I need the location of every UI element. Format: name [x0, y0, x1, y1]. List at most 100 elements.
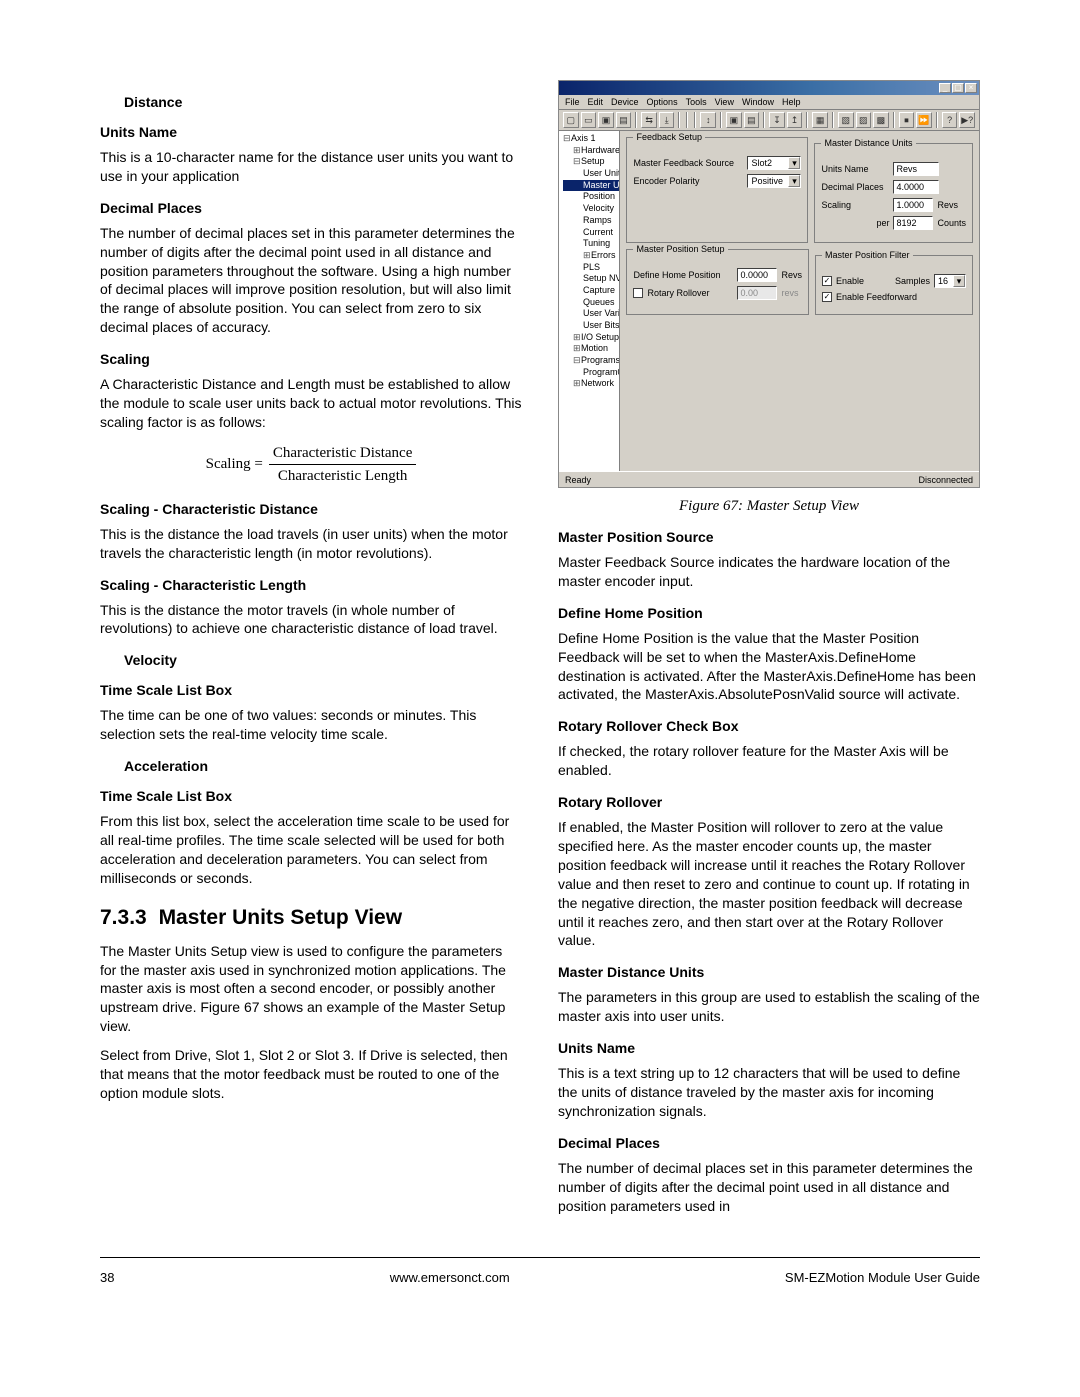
toolbar-button-28[interactable]: ▶? — [959, 112, 975, 128]
tree-item-i-o-setup[interactable]: ⊞I/O Setup — [563, 332, 615, 344]
tree-expand-icon[interactable]: ⊞ — [573, 378, 581, 390]
tree-expand-icon[interactable]: ⊞ — [573, 145, 581, 157]
mdu-scaling-bot-input[interactable]: 8192 — [893, 216, 933, 230]
chevron-down-icon[interactable]: ▾ — [953, 275, 965, 287]
toolbar-button-1[interactable]: ▭ — [581, 112, 597, 128]
mdu-dp-input[interactable]: 4.0000 — [893, 180, 939, 194]
tree-item-setup[interactable]: ⊟Setup — [563, 156, 615, 168]
acc-tslb-heading: Time Scale List Box — [100, 788, 522, 804]
tree-item-velocity[interactable]: Velocity — [563, 203, 615, 215]
mfs-dropdown[interactable]: Slot2 ▾ — [747, 156, 801, 170]
toolbar-button-24[interactable]: ⏹ — [899, 112, 915, 128]
tree-item-user-bits[interactable]: User Bits — [563, 320, 615, 332]
toolbar-button-16[interactable]: ↥ — [787, 112, 803, 128]
tree-item-position[interactable]: Position — [563, 191, 615, 203]
tree-expand-icon[interactable]: ⊞ — [583, 250, 591, 262]
mdu-scaling-top-input[interactable]: 1.0000 — [893, 198, 933, 212]
menu-item-window[interactable]: Window — [742, 97, 774, 107]
footer-url: www.emersonct.com — [390, 1270, 510, 1285]
toolbar-button-6[interactable]: ⤓ — [659, 112, 675, 128]
toolbar-button-3[interactable]: ▤ — [616, 112, 632, 128]
toolbar-button-27[interactable]: ? — [942, 112, 958, 128]
toolbar-separator — [893, 112, 895, 128]
menu-item-edit[interactable]: Edit — [588, 97, 604, 107]
enable-ff-checkbox[interactable]: ✓ — [822, 292, 832, 302]
toolbar-button-18[interactable]: ▦ — [812, 112, 828, 128]
mps-dhp-input[interactable]: 0.0000 — [737, 268, 777, 282]
close-button[interactable]: × — [965, 83, 977, 93]
tree-expand-icon[interactable]: ⊟ — [573, 156, 581, 168]
toolbar-button-0[interactable]: ▢ — [563, 112, 579, 128]
mpf-samples-label: Samples — [895, 276, 930, 286]
tree-item-errors[interactable]: ⊞Errors — [563, 250, 615, 262]
toolbar-button-2[interactable]: ▣ — [598, 112, 614, 128]
dp-text: The number of decimal places set in this… — [558, 1159, 980, 1216]
toolbar-separator — [936, 112, 938, 128]
tree-item-current[interactable]: Current — [563, 227, 615, 239]
tree-item-motion[interactable]: ⊞Motion — [563, 343, 615, 355]
tree-item-user-units[interactable]: User Units — [563, 168, 615, 180]
menu-item-device[interactable]: Device — [611, 97, 639, 107]
menu-item-help[interactable]: Help — [782, 97, 801, 107]
toolbar-button-22[interactable]: ▩ — [873, 112, 889, 128]
toolbar-button-13[interactable]: ▤ — [744, 112, 760, 128]
tree-item-label: Program0 — [583, 367, 620, 377]
dhp-text: Define Home Position is the value that t… — [558, 629, 980, 705]
mpf-legend: Master Position Filter — [822, 250, 913, 260]
tree-item-axis-1[interactable]: ⊟Axis 1 — [563, 133, 615, 145]
tree-item-queues[interactable]: Queues — [563, 297, 615, 309]
mdu-scaling-bot-unit: Counts — [937, 218, 966, 228]
minimize-button[interactable]: _ — [939, 83, 951, 93]
tree-item-capture[interactable]: Capture — [563, 285, 615, 297]
mdu-un-input[interactable]: Revs — [893, 162, 939, 176]
tree-item-tuning[interactable]: Tuning — [563, 238, 615, 250]
tree-expand-icon[interactable]: ⊞ — [573, 332, 581, 344]
toolbar-button-10[interactable]: ↕ — [700, 112, 716, 128]
ep-dropdown[interactable]: Positive ▾ — [747, 174, 801, 188]
tree-item-master-units[interactable]: Master Units — [563, 180, 620, 192]
menu-item-tools[interactable]: Tools — [686, 97, 707, 107]
tree-item-network[interactable]: ⊞Network — [563, 378, 615, 390]
velocity-heading: Velocity — [124, 652, 522, 668]
toolbar-button-12[interactable]: ▣ — [726, 112, 742, 128]
tree-item-label: Programs — [581, 355, 620, 365]
scd-text: This is the distance the load travels (i… — [100, 525, 522, 563]
rotary-rollover-checkbox[interactable] — [633, 288, 643, 298]
menu-item-options[interactable]: Options — [647, 97, 678, 107]
tree-item-pls[interactable]: PLS — [563, 262, 615, 274]
tree-expand-icon[interactable]: ⊟ — [563, 133, 571, 145]
tree-item-user-variables[interactable]: User Variables — [563, 308, 615, 320]
tree-item-program0[interactable]: Program0 — [563, 367, 615, 379]
dhp-heading: Define Home Position — [558, 605, 980, 621]
formula-lhs: Scaling = — [206, 456, 269, 473]
master-setup-screenshot: _ ▢ × File Edit Device Options Tools View Wind… — [558, 80, 980, 488]
maximize-button[interactable]: ▢ — [952, 83, 964, 93]
scl-text: This is the distance the motor travels (… — [100, 601, 522, 639]
enable-checkbox[interactable]: ✓ — [822, 276, 832, 286]
tree-item-programs[interactable]: ⊟Programs — [563, 355, 615, 367]
menu-bar: File Edit Device Options Tools View Window Help — [559, 95, 979, 110]
tree-item-hardware[interactable]: ⊞Hardware — [563, 145, 615, 157]
menu-item-view[interactable]: View — [715, 97, 734, 107]
toolbar-button-5[interactable]: ⇆ — [641, 112, 657, 128]
toolbar-button-15[interactable]: ↧ — [769, 112, 785, 128]
form-panel: Feedback Setup Master Feedback Source Sl… — [620, 131, 979, 471]
chevron-down-icon[interactable]: ▾ — [788, 157, 800, 169]
toolbar-button-20[interactable]: ▧ — [838, 112, 854, 128]
tree-expand-icon[interactable]: ⊟ — [573, 355, 581, 367]
chevron-down-icon[interactable]: ▾ — [788, 175, 800, 187]
mdu-un-label: Units Name — [821, 164, 889, 174]
rrc-text: If checked, the rotary rollover feature … — [558, 742, 980, 780]
samples-dropdown[interactable]: 16 ▾ — [934, 274, 966, 288]
section-name: Master Units Setup View — [159, 906, 403, 929]
nav-tree[interactable]: ⊟Axis 1⊞Hardware⊟SetupUser UnitsMaster U… — [559, 131, 620, 471]
decimal-places-text: The number of decimal places set in this… — [100, 224, 522, 337]
tree-item-ramps[interactable]: Ramps — [563, 215, 615, 227]
tree-item-label: Position — [583, 191, 615, 201]
toolbar-button-25[interactable]: ⏩ — [916, 112, 932, 128]
menu-item-file[interactable]: File — [565, 97, 580, 107]
toolbar-button-21[interactable]: ▨ — [856, 112, 872, 128]
tree-expand-icon[interactable]: ⊞ — [573, 343, 581, 355]
tree-item-setup-nvm[interactable]: Setup NVM — [563, 273, 615, 285]
mps-rr-input: 0.00 — [737, 286, 777, 300]
